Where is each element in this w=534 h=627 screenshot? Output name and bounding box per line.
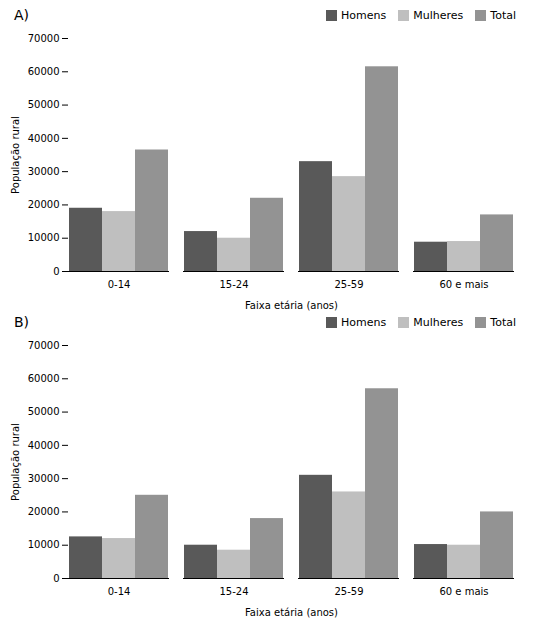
html-text:Mulheres: Mulheres (413, 315, 464, 329)
svg-text:25-59: 25-59 (334, 279, 363, 290)
svg-text:10000: 10000 (28, 232, 60, 243)
svg-text:60000: 60000 (28, 373, 60, 384)
svg-text:60 e mais: 60 e mais (439, 586, 488, 597)
svg-text:70000: 70000 (28, 340, 60, 351)
html-text:Mulheres: Mulheres (413, 8, 464, 22)
svg-text:40000: 40000 (28, 133, 60, 144)
svg-text:20000: 20000 (28, 506, 60, 517)
svg-text:População rural: População rural (10, 423, 21, 501)
html-text:B): B) (14, 314, 30, 330)
svg-text:60000: 60000 (28, 66, 60, 77)
svg-text:0-14: 0-14 (108, 586, 131, 597)
svg-text:0: 0 (53, 573, 59, 584)
svg-text:Faixa etária (anos): Faixa etária (anos) (245, 300, 338, 311)
svg-text:50000: 50000 (28, 406, 60, 417)
html-text:Homens: Homens (341, 8, 387, 22)
svg-text:70000: 70000 (28, 33, 60, 44)
svg-text:30000: 30000 (28, 166, 60, 177)
svg-text:Faixa etária (anos): Faixa etária (anos) (245, 607, 338, 618)
svg-text:30000: 30000 (28, 473, 60, 484)
svg-text:60 e mais: 60 e mais (439, 279, 488, 290)
svg-text:20000: 20000 (28, 199, 60, 210)
svg-text:25-59: 25-59 (334, 586, 363, 597)
svg-text:10000: 10000 (28, 539, 60, 550)
html-text:Total: Total (490, 315, 516, 329)
svg-text:0-14: 0-14 (108, 279, 131, 290)
svg-text:0: 0 (53, 266, 59, 277)
html-text:Homens: Homens (341, 315, 387, 329)
svg-text:50000: 50000 (28, 99, 60, 110)
svg-text:População rural: População rural (10, 116, 21, 194)
svg-text:15-24: 15-24 (219, 279, 248, 290)
svg-text:15-24: 15-24 (219, 586, 248, 597)
html-text:Total: Total (490, 8, 516, 22)
svg-text:40000: 40000 (28, 440, 60, 451)
html-text:A): A) (14, 7, 29, 23)
